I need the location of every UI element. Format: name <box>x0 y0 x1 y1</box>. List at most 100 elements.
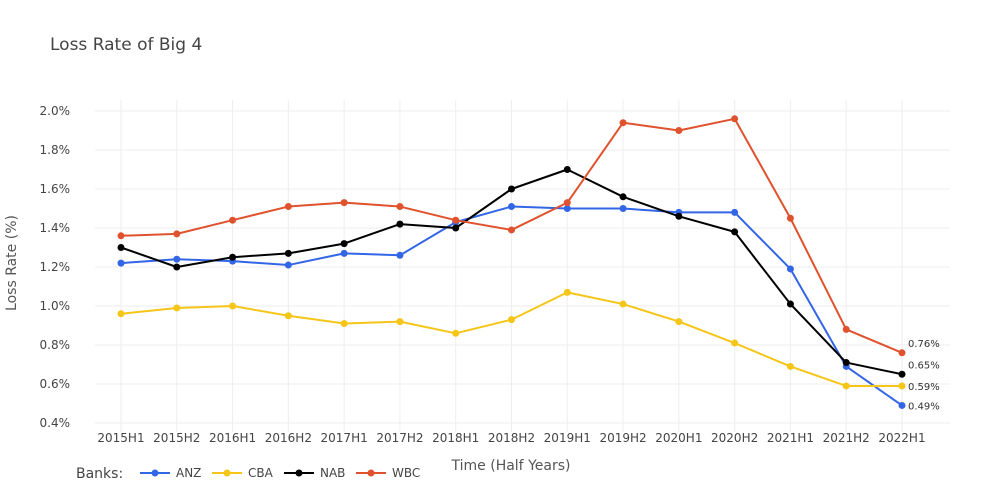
data-point <box>340 199 348 207</box>
y-tick-label: 1.0% <box>40 299 71 313</box>
data-point <box>619 205 627 212</box>
series-cba <box>117 288 906 390</box>
chart-title: Loss Rate of Big 4 <box>50 35 202 55</box>
x-tick-label: 2021H2 <box>823 431 870 445</box>
x-tick-label: 2020H1 <box>655 431 702 445</box>
data-point <box>898 382 906 390</box>
data-point <box>452 329 460 337</box>
data-point <box>619 300 627 308</box>
data-point <box>786 265 794 273</box>
data-point <box>786 362 794 370</box>
y-tick-label: 1.4% <box>40 221 71 235</box>
y-tick-label: 0.4% <box>40 416 71 430</box>
data-point <box>284 203 292 211</box>
legend-swatch-marker <box>151 469 159 477</box>
x-tick-label: 2022H1 <box>878 431 925 445</box>
data-point <box>508 316 515 324</box>
data-point <box>675 212 683 220</box>
x-tick-label: 2021H1 <box>767 431 814 445</box>
y-tick-label: 1.8% <box>40 143 71 157</box>
data-point <box>396 251 404 259</box>
data-point <box>340 240 348 248</box>
legend-item-cba[interactable]: CBA <box>212 466 274 480</box>
data-point <box>396 203 404 211</box>
y-tick-label: 0.8% <box>40 338 71 352</box>
y-tick-label: 0.6% <box>40 377 71 391</box>
x-tick-label: 2016H2 <box>265 431 312 445</box>
series-wbc <box>117 115 906 357</box>
data-point <box>563 288 571 296</box>
data-point <box>284 261 292 269</box>
data-point <box>563 205 571 212</box>
end-label-wbc: 0.76% <box>908 339 940 350</box>
end-label-anz: 0.49% <box>908 401 940 412</box>
legend: Banks: ANZ CBA NAB WBC <box>76 466 420 482</box>
data-point <box>898 401 906 409</box>
legend-item-wbc[interactable]: WBC <box>356 466 420 480</box>
data-point <box>508 226 515 234</box>
legend-label: ANZ <box>176 466 201 480</box>
legend-item-nab[interactable]: NAB <box>284 466 345 480</box>
legend-title: Banks: <box>76 466 123 482</box>
data-point <box>898 370 906 378</box>
data-point <box>508 203 515 211</box>
legend-swatch-marker <box>367 469 375 477</box>
data-point <box>842 325 850 333</box>
data-point <box>731 208 739 216</box>
data-point <box>452 224 460 232</box>
data-point <box>619 193 627 201</box>
x-tick-label: 2016H1 <box>209 431 256 445</box>
data-point <box>229 216 237 224</box>
data-point <box>229 253 237 261</box>
data-point <box>452 216 460 224</box>
legend-swatch-marker <box>223 469 231 477</box>
data-point <box>786 300 794 308</box>
x-tick-label: 2020H2 <box>711 431 758 445</box>
y-tick-label: 2.0% <box>40 104 71 118</box>
x-tick-label: 2018H1 <box>432 431 479 445</box>
x-axis-ticks: 2015H1 2015H2 2016H1 2016H2 2017H1 2017H2 2018… <box>97 431 925 445</box>
series-nab <box>117 166 906 378</box>
x-tick-label: 2018H2 <box>488 431 535 445</box>
data-point <box>563 166 571 173</box>
data-point <box>898 349 906 357</box>
data-point <box>731 339 739 347</box>
y-tick-label: 1.6% <box>40 182 71 196</box>
data-point <box>508 185 515 193</box>
data-point <box>842 359 850 367</box>
x-tick-label: 2019H2 <box>599 431 646 445</box>
grid <box>95 100 950 432</box>
x-axis-title: Time (Half Years) <box>451 458 571 474</box>
data-point <box>396 318 404 326</box>
legend-swatch-marker <box>295 469 303 477</box>
end-labels: 0.49% 0.59% 0.65% 0.76% <box>908 339 940 413</box>
data-point <box>675 318 683 326</box>
data-point <box>284 312 292 320</box>
data-point <box>117 244 125 251</box>
data-point <box>173 263 181 271</box>
end-label-nab: 0.65% <box>908 360 940 371</box>
y-tick-label: 1.2% <box>40 260 71 274</box>
data-point <box>229 302 237 310</box>
data-point <box>619 119 627 127</box>
data-point <box>786 214 794 222</box>
data-point <box>731 228 739 236</box>
data-point <box>842 382 850 390</box>
legend-item-anz[interactable]: ANZ <box>140 466 201 480</box>
y-axis-title: Loss Rate (%) <box>4 215 20 311</box>
data-point <box>284 249 292 257</box>
data-point <box>117 310 125 318</box>
data-point <box>731 115 739 123</box>
data-point <box>173 230 181 238</box>
data-point <box>117 232 125 240</box>
data-point <box>340 249 348 257</box>
legend-items: ANZ CBA NAB WBC <box>140 466 420 480</box>
end-label-cba: 0.59% <box>908 382 940 393</box>
data-point <box>340 320 348 328</box>
data-point <box>117 259 125 267</box>
legend-label: WBC <box>392 466 420 480</box>
data-point <box>173 255 181 263</box>
x-tick-label: 2015H2 <box>153 431 200 445</box>
x-tick-label: 2017H1 <box>321 431 368 445</box>
